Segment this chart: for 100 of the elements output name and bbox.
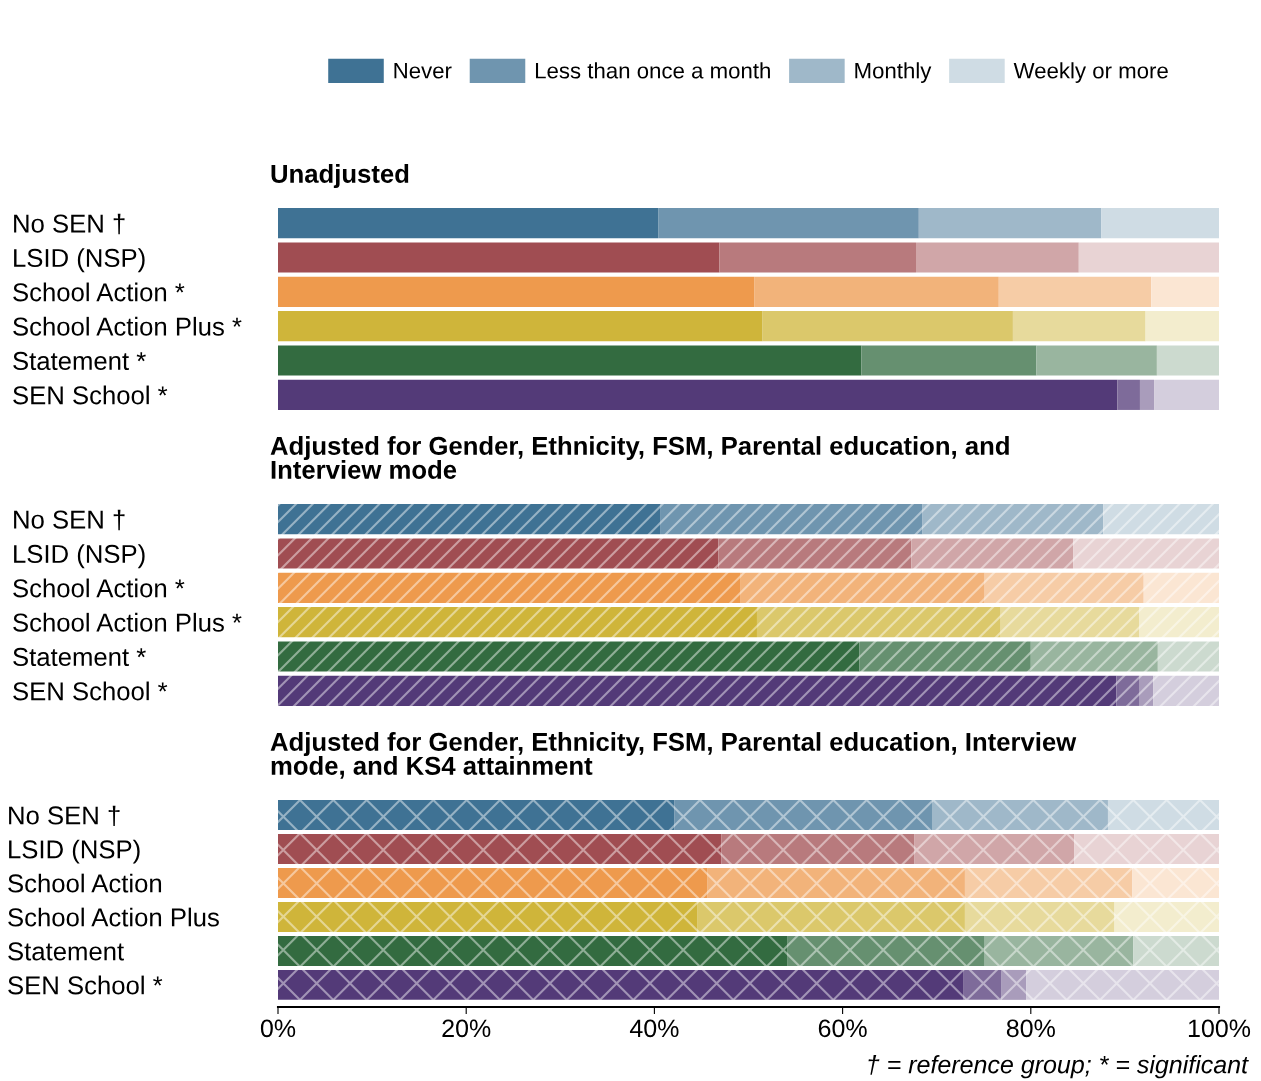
x-tick-label: 100% [1188, 1019, 1251, 1038]
bar [1154, 379, 1219, 410]
bar [964, 901, 1115, 932]
bar [1139, 607, 1219, 638]
bar [278, 868, 708, 898]
bar [1151, 276, 1219, 307]
bar [1012, 311, 1146, 342]
x-tick-label: 20% [442, 1019, 491, 1038]
bar [278, 504, 661, 535]
bar [278, 345, 862, 376]
bar [278, 969, 964, 1000]
bar [916, 242, 1079, 273]
bar [861, 345, 1037, 376]
bar [1101, 208, 1219, 239]
bar [278, 311, 763, 342]
bar [278, 572, 741, 603]
y-tick-label: Statement [8, 942, 124, 961]
bar [1132, 868, 1219, 898]
bar [278, 901, 698, 932]
y-tick-label: No SEN † [14, 509, 125, 531]
y-tick-label: No SEN † [14, 213, 125, 235]
y-tick-label: SEN School * [13, 681, 168, 701]
bar [278, 276, 755, 307]
bar [1114, 901, 1219, 932]
bar [1103, 504, 1219, 535]
bar [998, 276, 1152, 307]
bar [278, 834, 722, 864]
bar [1036, 345, 1157, 376]
legend-label: Less than once a month [535, 62, 770, 79]
bar [1153, 675, 1219, 706]
bar [762, 311, 1013, 342]
bar [914, 834, 1075, 864]
bar [1133, 935, 1219, 966]
bar [674, 800, 932, 830]
bar [1030, 641, 1158, 672]
legend-label: Never [394, 63, 452, 79]
chart-title: Unadjusted [271, 164, 409, 188]
bar [740, 572, 985, 603]
y-tick-label: School Action Plus * [13, 612, 242, 632]
bar [278, 800, 675, 830]
x-tick-label: 80% [1006, 1019, 1055, 1038]
bar [718, 538, 912, 569]
bar [721, 834, 915, 864]
bar [278, 607, 757, 638]
chart-title: Adjusted for Gender, Ethnicity, FSM, Parental education, Interview mode, and KS4 attainment [270, 732, 1077, 779]
y-tick-label: Statement * [13, 647, 146, 667]
bar [660, 504, 923, 535]
bar [697, 901, 965, 932]
bar [278, 935, 788, 966]
legend-label: Weekly or more [1013, 62, 1168, 83]
y-tick-label: School Action Plus * [13, 316, 242, 336]
bar [859, 641, 1031, 672]
bar [922, 504, 1104, 535]
x-tick-label: 60% [818, 1019, 867, 1038]
bar [787, 935, 985, 966]
bar [1000, 607, 1140, 638]
bar [278, 641, 860, 672]
bar [1001, 969, 1027, 1000]
bar [984, 572, 1144, 603]
bar [1157, 641, 1219, 672]
y-tick-label: No SEN † [9, 805, 120, 827]
bar [932, 800, 1108, 830]
bar [1143, 572, 1219, 603]
bar [1145, 311, 1219, 342]
bar [754, 276, 999, 307]
text: † = reference group; * = significant [868, 1055, 1249, 1079]
bar [984, 935, 1134, 966]
bar [1117, 379, 1140, 410]
bar [918, 208, 1102, 239]
bar [278, 242, 720, 273]
bar [278, 379, 1118, 410]
bar [707, 868, 965, 898]
y-tick-label: SEN School * [13, 385, 168, 405]
bar [911, 538, 1074, 569]
y-tick-label: School Action [8, 873, 162, 893]
y-tick-label: School Action Plus [8, 907, 219, 927]
bar [278, 675, 1117, 706]
bar [1026, 969, 1219, 1000]
bar [278, 208, 659, 239]
legend-label: Monthly [855, 62, 932, 83]
x-tick-label: 0% [260, 1019, 296, 1038]
bar [1074, 834, 1219, 864]
bar [1139, 675, 1154, 706]
y-tick-label: LSID (NSP) [14, 248, 145, 273]
y-tick-label: Statement * [13, 351, 146, 371]
bar [964, 868, 1133, 898]
bar [278, 538, 719, 569]
bar [1139, 379, 1155, 410]
bar [719, 242, 916, 273]
y-tick-label: LSID (NSP) [14, 544, 145, 569]
x-tick-label: 40% [629, 1019, 679, 1038]
bar [1073, 538, 1219, 569]
bar [963, 969, 1002, 1000]
y-tick-label: School Action * [13, 282, 185, 302]
bar [1156, 345, 1219, 376]
bar [1107, 800, 1219, 830]
bar [1116, 675, 1140, 706]
y-tick-label: SEN School * [8, 975, 163, 995]
bar [1078, 242, 1219, 273]
bar [658, 208, 919, 239]
